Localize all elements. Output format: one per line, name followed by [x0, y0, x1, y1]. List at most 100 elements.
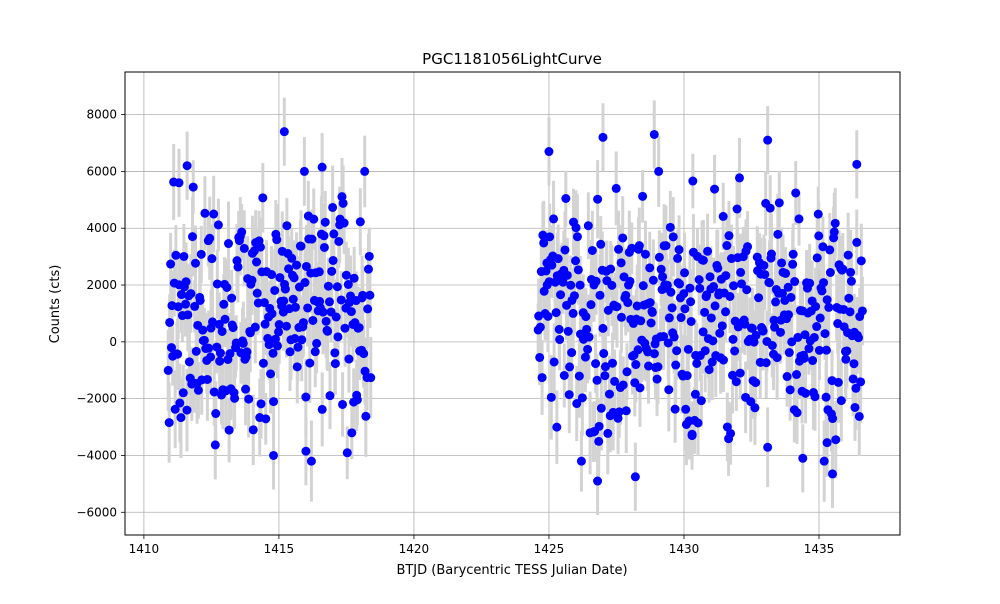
- data-point: [347, 428, 357, 438]
- data-point: [760, 269, 770, 279]
- data-point: [215, 356, 225, 366]
- data-point: [346, 307, 356, 317]
- data-point: [219, 299, 229, 309]
- data-point: [632, 301, 642, 311]
- data-point: [349, 273, 359, 283]
- data-point: [260, 319, 270, 329]
- data-point: [842, 346, 852, 356]
- data-point: [856, 377, 866, 387]
- y-tick-label: −4000: [76, 448, 117, 462]
- data-point: [800, 330, 810, 340]
- data-point: [830, 218, 840, 228]
- data-point: [587, 245, 597, 255]
- data-point: [751, 378, 761, 388]
- data-point: [798, 453, 808, 463]
- data-point: [301, 392, 311, 402]
- data-point: [183, 310, 193, 320]
- data-point: [328, 202, 338, 212]
- plot-frame: [124, 71, 901, 536]
- data-point: [224, 425, 234, 435]
- data-point: [700, 346, 710, 356]
- data-point: [819, 278, 829, 288]
- data-point: [256, 399, 266, 409]
- data-point: [673, 253, 683, 263]
- data-point: [621, 290, 631, 300]
- data-point: [670, 404, 680, 414]
- x-axis-ticks: 1410 1415 1420 1425 1430 1435: [129, 535, 834, 556]
- data-point: [594, 436, 604, 446]
- data-point: [771, 297, 781, 307]
- data-point: [227, 293, 237, 303]
- data-point: [846, 267, 856, 277]
- data-point: [621, 406, 631, 416]
- data-point: [332, 282, 342, 292]
- data-point: [164, 418, 174, 428]
- data-point: [241, 384, 251, 394]
- data-point: [288, 294, 298, 304]
- data-point: [543, 311, 553, 321]
- data-point: [165, 317, 175, 327]
- data-point: [174, 178, 184, 188]
- data-point: [843, 250, 853, 260]
- data-point: [664, 385, 674, 395]
- data-point: [809, 332, 819, 342]
- data-point: [616, 258, 626, 268]
- data-point: [365, 290, 375, 300]
- data-point: [594, 421, 604, 431]
- data-point: [824, 302, 834, 312]
- data-point: [281, 321, 291, 331]
- data-point: [661, 241, 671, 251]
- data-point: [724, 231, 734, 241]
- data-point: [166, 259, 176, 269]
- data-point: [618, 233, 628, 243]
- data-point: [784, 348, 794, 358]
- data-point: [801, 388, 811, 398]
- data-point: [846, 276, 856, 286]
- data-point: [576, 456, 586, 466]
- data-point: [815, 313, 825, 323]
- data-point: [658, 272, 668, 282]
- data-point: [307, 234, 317, 244]
- data-point: [364, 251, 374, 261]
- data-point: [763, 135, 773, 145]
- data-point: [812, 253, 822, 263]
- x-tick-label: 1430: [669, 542, 700, 556]
- data-point: [360, 166, 370, 176]
- data-point: [825, 245, 835, 255]
- data-point: [820, 329, 830, 339]
- data-point: [330, 348, 340, 358]
- data-point: [732, 204, 742, 214]
- data-point: [647, 307, 657, 317]
- data-point: [264, 340, 274, 350]
- data-point: [331, 312, 341, 322]
- data-point: [171, 250, 181, 260]
- data-point: [544, 147, 554, 157]
- data-point: [718, 211, 728, 221]
- data-point: [805, 278, 815, 288]
- data-point: [607, 358, 617, 368]
- data-point: [634, 241, 644, 251]
- data-point: [190, 258, 200, 268]
- data-point: [851, 383, 861, 393]
- data-point: [785, 385, 795, 395]
- data-point: [535, 352, 545, 362]
- data-point: [541, 266, 551, 276]
- data-point: [713, 263, 723, 273]
- data-point: [237, 227, 247, 237]
- data-point: [631, 360, 641, 370]
- data-point: [710, 184, 720, 194]
- data-point: [675, 279, 685, 289]
- data-point: [284, 264, 294, 274]
- data-point: [598, 132, 608, 142]
- data-point: [301, 446, 311, 456]
- data-point: [614, 244, 624, 254]
- data-point: [209, 209, 219, 219]
- data-point: [662, 280, 672, 290]
- data-point: [813, 209, 823, 219]
- data-point: [305, 358, 315, 368]
- data-point: [636, 316, 646, 326]
- data-point: [648, 275, 658, 285]
- data-point: [703, 246, 713, 256]
- y-axis-ticks: −6000 −4000 −2000 0 2000 4000 6000 8000: [76, 108, 125, 519]
- data-point: [182, 405, 192, 415]
